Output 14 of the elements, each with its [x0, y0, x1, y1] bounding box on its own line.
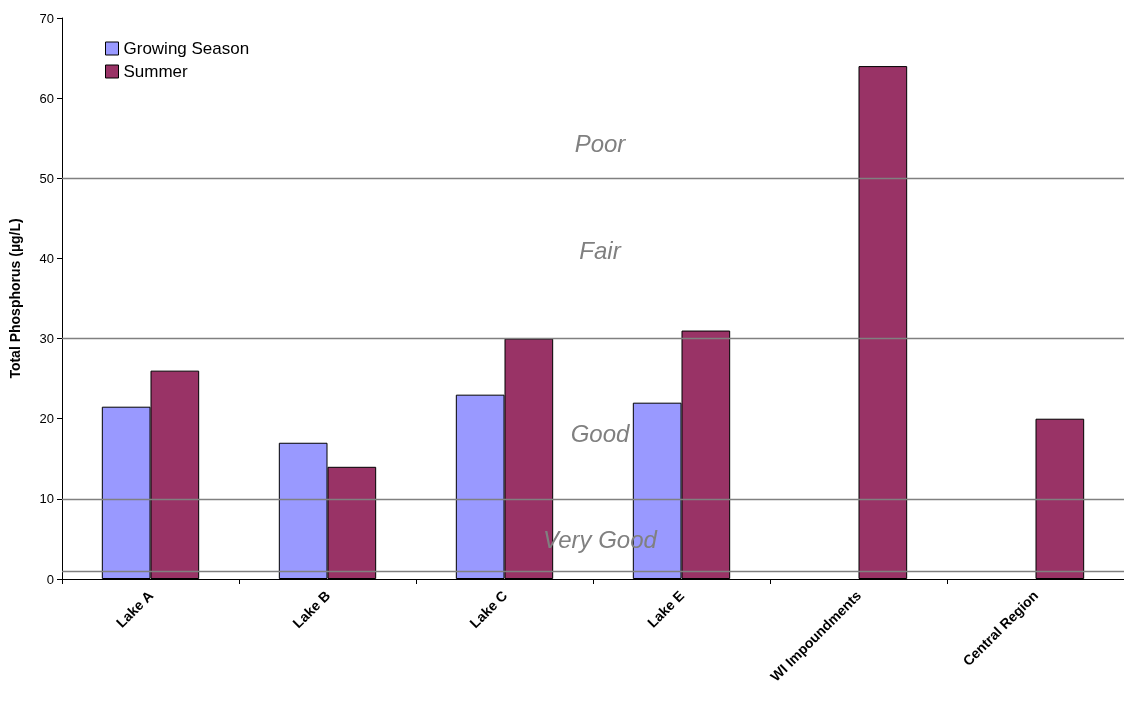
y-tick-label: 10	[39, 491, 54, 507]
y-tick-label: 50	[39, 170, 54, 186]
annotation: Poor	[574, 129, 627, 157]
y-tick-label: 60	[39, 90, 54, 106]
annotation: Good	[570, 419, 630, 447]
y-axis-title: Total Phosphorus (µg/L)	[7, 218, 23, 379]
annotation: Fair	[579, 236, 622, 264]
legend-label: Summer	[123, 62, 189, 81]
y-tick-label: 40	[39, 250, 54, 266]
legend-label: Growing Season	[123, 39, 250, 58]
y-tick-label: 30	[39, 331, 54, 347]
y-tick-label: 70	[39, 10, 54, 26]
y-tick-label: 20	[39, 411, 54, 427]
y-tick-label: 0	[46, 571, 54, 587]
